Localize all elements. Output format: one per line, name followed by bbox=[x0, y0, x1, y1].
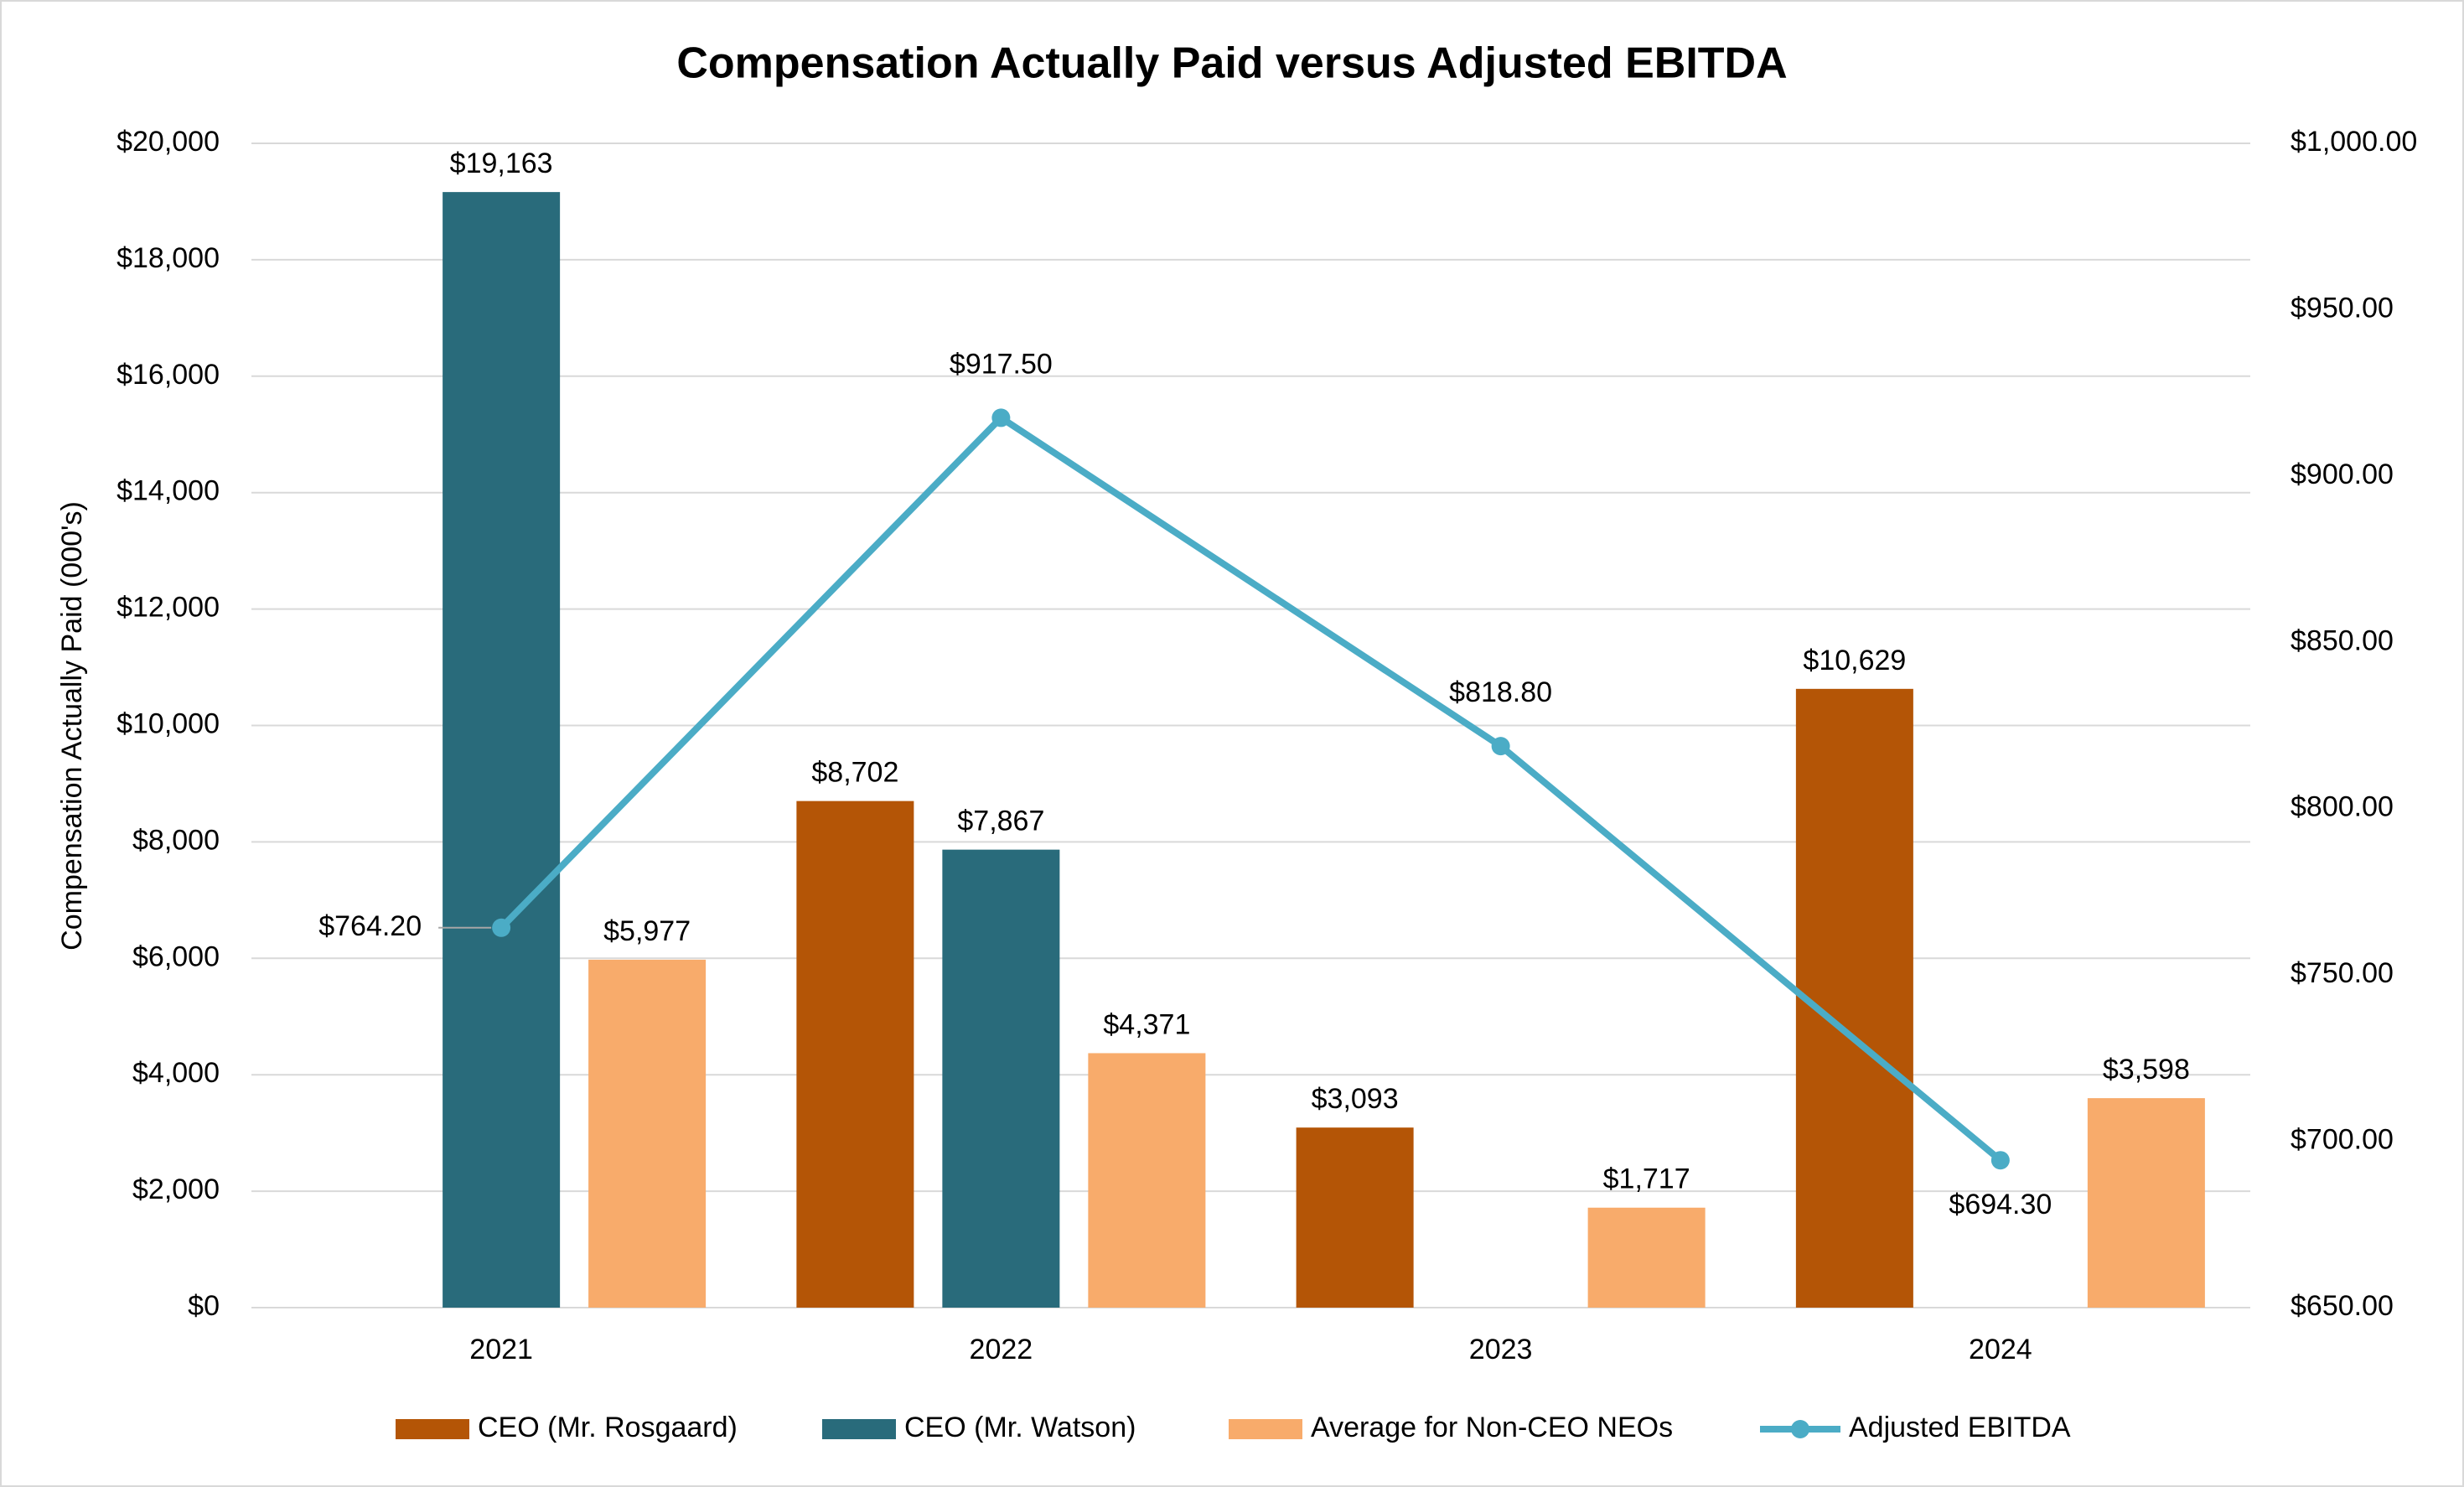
x-tick-label: 2022 bbox=[970, 1334, 1033, 1365]
line-marker bbox=[1491, 737, 1510, 756]
y2-tick-label: $900.00 bbox=[2291, 459, 2394, 490]
line-marker bbox=[492, 918, 511, 937]
bar bbox=[942, 849, 1060, 1308]
bar bbox=[2087, 1098, 2205, 1308]
legend-label: Average for Non-CEO NEOs bbox=[1311, 1412, 1673, 1443]
legend-label: CEO (Mr. Rosgaard) bbox=[478, 1412, 738, 1443]
data-label: $764.20 bbox=[318, 910, 422, 942]
y-tick-label: $2,000 bbox=[132, 1174, 220, 1205]
y-tick-label: $18,000 bbox=[116, 242, 220, 274]
data-label: $818.80 bbox=[1449, 676, 1552, 708]
legend-swatch-marker bbox=[1791, 1420, 1809, 1438]
legend-swatch bbox=[1229, 1419, 1302, 1439]
y-tick-label: $20,000 bbox=[116, 126, 220, 158]
bar bbox=[1296, 1127, 1414, 1308]
y-tick-label: $14,000 bbox=[116, 475, 220, 507]
data-label: $4,371 bbox=[1103, 1008, 1190, 1040]
data-label: $19,163 bbox=[450, 148, 553, 179]
bar bbox=[1587, 1207, 1706, 1308]
y2-tick-label: $750.00 bbox=[2291, 957, 2394, 989]
data-label: $5,977 bbox=[603, 915, 691, 947]
legend-swatch bbox=[822, 1419, 896, 1439]
line bbox=[499, 413, 2003, 1163]
y-tick-label: $4,000 bbox=[132, 1057, 220, 1089]
data-label: $7,867 bbox=[957, 806, 1044, 837]
y2-tick-label: $700.00 bbox=[2291, 1124, 2394, 1156]
y2-tick-label: $850.00 bbox=[2291, 624, 2394, 656]
legend-label: Adjusted EBITDA bbox=[1849, 1412, 2071, 1443]
data-label: $3,598 bbox=[2103, 1054, 2190, 1085]
bar bbox=[796, 800, 914, 1308]
legend-swatch bbox=[396, 1419, 469, 1439]
y-tick-label: $6,000 bbox=[132, 940, 220, 972]
data-label: $917.50 bbox=[950, 348, 1053, 380]
bar bbox=[1088, 1053, 1206, 1308]
y2-tick-label: $1,000.00 bbox=[2291, 126, 2417, 158]
line-marker bbox=[991, 408, 1011, 427]
x-tick-label: 2021 bbox=[469, 1334, 533, 1365]
bar bbox=[443, 192, 561, 1308]
y2-tick-label: $950.00 bbox=[2291, 292, 2394, 324]
y-axis-title: Compensation Actually Paid (000's) bbox=[56, 501, 88, 951]
y-tick-label: $8,000 bbox=[132, 824, 220, 856]
bar bbox=[588, 959, 707, 1308]
y-tick-label: $12,000 bbox=[116, 592, 220, 624]
y-tick-label: $10,000 bbox=[116, 707, 220, 739]
y-tick-label: $16,000 bbox=[116, 359, 220, 391]
data-label: $10,629 bbox=[1803, 645, 1906, 676]
line-marker bbox=[1990, 1151, 2010, 1170]
data-label: $694.30 bbox=[1949, 1189, 2052, 1220]
y2-tick-label: $650.00 bbox=[2291, 1290, 2394, 1322]
x-tick-label: 2023 bbox=[1469, 1334, 1533, 1365]
data-label: $1,717 bbox=[1603, 1163, 1690, 1195]
y2-tick-label: $800.00 bbox=[2291, 791, 2394, 823]
bar bbox=[1795, 688, 1913, 1308]
data-label: $8,702 bbox=[811, 757, 898, 789]
y-tick-label: $0 bbox=[188, 1290, 220, 1322]
data-label: $3,093 bbox=[1312, 1083, 1399, 1115]
legend-label: CEO (Mr. Watson) bbox=[904, 1412, 1136, 1443]
chart-title: Compensation Actually Paid versus Adjust… bbox=[676, 39, 1787, 88]
x-tick-label: 2024 bbox=[1969, 1334, 2032, 1365]
